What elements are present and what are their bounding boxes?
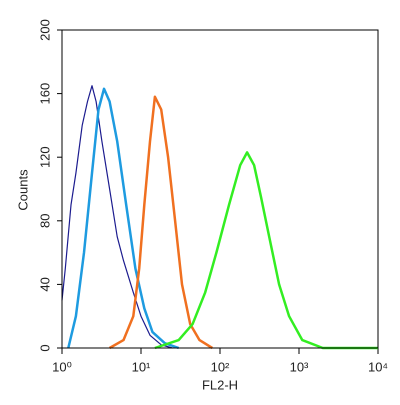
x-tick-label: 10⁰	[52, 359, 72, 374]
histogram-line	[67, 87, 180, 350]
y-tick-label: 0	[37, 344, 52, 351]
x-tick-label: 10³	[290, 359, 309, 374]
y-tick-label: 120	[37, 146, 52, 168]
y-tick-label: 40	[37, 277, 52, 291]
histogram-line	[108, 95, 213, 350]
y-axis-label: Counts	[15, 169, 30, 211]
y-tick-label: 160	[37, 83, 52, 105]
y-tick-label: 200	[37, 19, 52, 41]
y-tick-label: 80	[37, 214, 52, 228]
x-tick-label: 10¹	[132, 359, 151, 374]
histogram-line	[154, 151, 378, 350]
x-tick-label: 10⁴	[368, 359, 388, 374]
x-tick-label: 10²	[211, 359, 230, 374]
x-axis-label: FL2-H	[202, 377, 238, 392]
plot-frame	[61, 29, 379, 349]
histogram-line	[61, 85, 173, 349]
